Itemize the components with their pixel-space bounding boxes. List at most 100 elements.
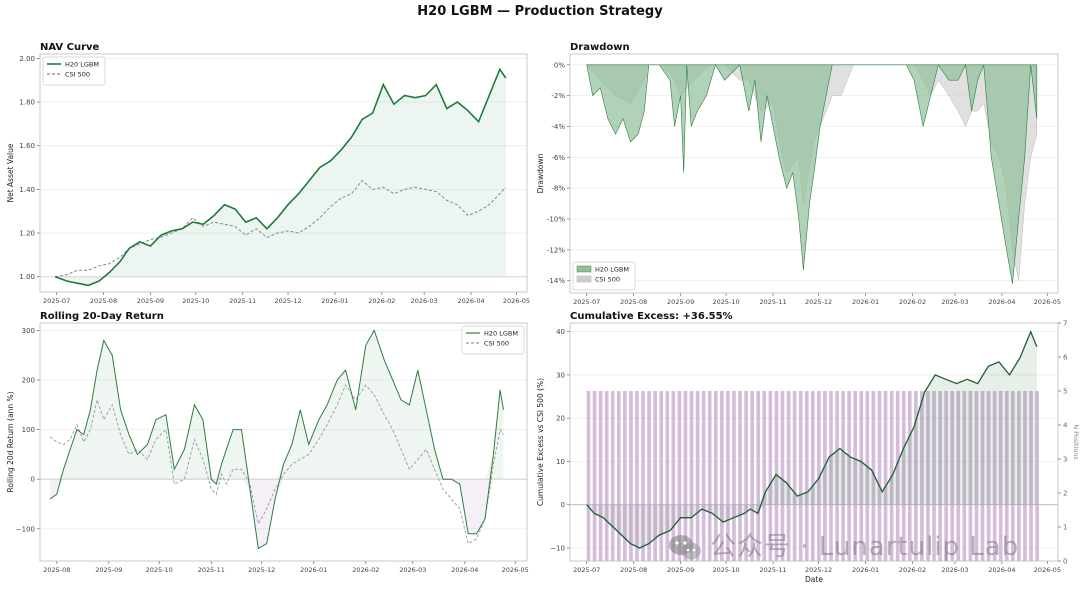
x-tick-label: 2026-01 [852,298,879,306]
y-tick-label: 30 [556,371,565,379]
position-bar [895,391,900,561]
position-bar [877,391,882,561]
plot-frame [39,53,528,293]
drawdown-panel: Drawdown 0% -2% -4% -6% -8% -10% -12% -14% 2025-0… [536,42,1061,306]
x-tick-label: 2026-03 [399,566,426,574]
position-bar [859,391,864,561]
y-tick-label: 0 [31,476,35,484]
h20-lgbm-drawdown-area [586,63,1038,284]
excess-positive-area [586,331,1037,505]
position-bar [992,391,997,561]
position-bar [756,391,761,561]
x-tick-label: 2026-05 [502,566,529,574]
y-tick-label: 100 [22,426,35,434]
position-bar [962,391,967,561]
x-tick-label: 2025-12 [274,297,301,305]
x-axis-label: Date [805,575,823,584]
x-tick-label: 2026-02 [899,298,926,306]
y-tick-label: -4% [551,123,565,131]
y-tick-label: -2% [551,92,565,100]
position-bar [1017,391,1021,561]
x-tick-label: 2026-04 [988,566,1015,574]
position-bar [732,391,736,561]
x-tick-label: 2025-11 [759,566,786,574]
position-bar [998,391,1003,561]
position-bar [950,391,955,561]
position-bar [610,391,615,561]
x-tick-label: 2025-12 [805,566,832,574]
x-tick-label: 2025-09 [137,297,164,305]
position-bar [1035,391,1039,561]
x-tick-label: 2026-04 [451,566,478,574]
position-bar [853,391,858,561]
x-tick-label: 2026-04 [988,298,1015,306]
position-bar [738,391,742,561]
y-tick-label: 20 [556,415,565,423]
position-bar [713,391,718,561]
position-bar [677,391,682,561]
position-bar [810,391,815,561]
position-bar [629,391,633,561]
position-bar [720,391,724,561]
y-tick-label: 300 [22,327,35,335]
position-bar [804,391,809,561]
x-tick-label: 2026-03 [941,298,968,306]
legend-swatch [576,275,592,283]
nav-curve-panel: NAV Curve 1.00 1.20 1.40 1.60 1.80 2.00 2025-07… [6,42,530,305]
right-y-tick-label: 3 [1063,456,1067,464]
y-tick-label: -10% [547,215,565,223]
position-bar [974,391,979,561]
nav-area [55,69,506,286]
wechat-icon [669,534,701,559]
position-bar [616,391,621,561]
csi500-rolling-line [49,384,504,545]
legend-label: CSI 500 [65,71,90,79]
position-bar [865,391,870,561]
y-tick-label: 40 [556,328,565,336]
x-tick-label: 2026-01 [852,566,879,574]
legend: H20 LGBM CSI 500 [42,56,106,86]
y-tick-label: -12% [547,246,565,254]
right-y-tick-label: 0 [1063,558,1067,566]
negative-area [50,479,504,549]
position-bar [1029,391,1033,561]
x-tick-label: 2026-01 [321,297,348,305]
y-tick-label: 1.60 [19,142,35,150]
x-tick-label: 2026-04 [457,297,484,305]
right-y-tick-label: 5 [1063,388,1067,396]
x-tick-label: 2026-05 [1034,566,1061,574]
y-tick-label: 2.00 [19,55,35,63]
position-bar [798,391,803,561]
position-bar [701,391,706,561]
panel-title: Cumulative Excess: +36.55% [570,311,733,322]
position-bar [926,391,930,561]
position-bar [938,391,942,561]
position-bar [944,391,948,561]
position-bar [914,391,918,561]
legend-label: H20 LGBM [65,61,99,69]
x-tick-label: 2025-10 [182,297,209,305]
position-bar [792,391,797,561]
rolling-return-panel: Rolling 20-Day Return −100 0 100 200 300 2025-… [6,311,529,574]
x-tick-label: 2025-08 [620,566,647,574]
y-tick-label: 200 [22,377,35,385]
position-bar [768,391,773,561]
legend-label: CSI 500 [484,340,509,348]
y-tick-label: 0% [554,61,565,69]
cumulative-excess-line [586,329,1038,549]
x-tick-label: 2026-05 [503,297,530,305]
x-tick-label: 2025-09 [95,566,122,574]
y-tick-label: -14% [547,277,565,285]
x-tick-label: 2025-11 [759,298,786,306]
legend: H20 LGBM CSI 500 [461,325,525,355]
position-bar [592,391,597,561]
x-tick-label: 2025-08 [620,298,647,306]
position-bar [762,391,767,561]
position-bar [835,391,839,561]
position-bar [956,391,961,561]
legend-label: H20 LGBM [595,266,629,274]
position-bar [623,391,627,561]
position-bar [883,391,888,561]
position-bar [986,391,991,561]
